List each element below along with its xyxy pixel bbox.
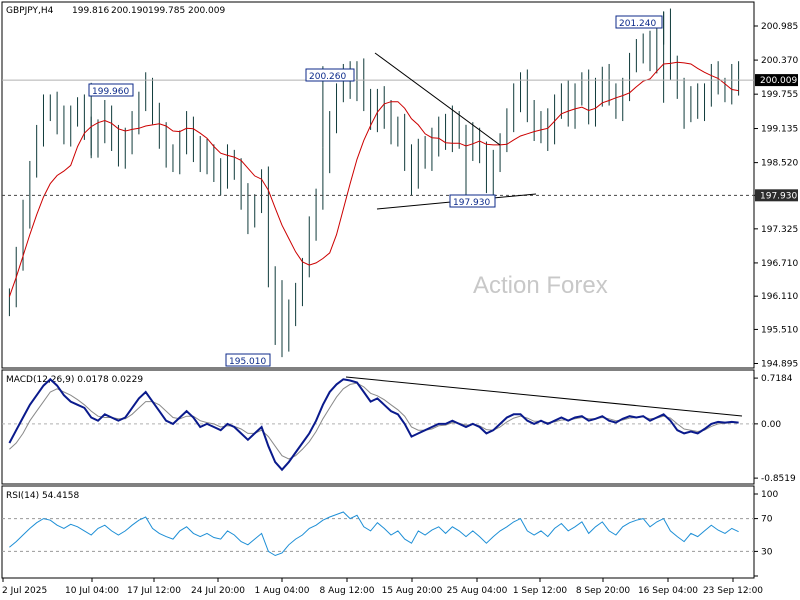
key-level-label: 197.930 xyxy=(449,194,496,208)
x-tick: 8 Aug 12:00 xyxy=(320,586,375,596)
x-axis: 2 Jul 2025 10 Jul 04:00 17 Jul 12:00 24 Jul… xyxy=(2,578,763,596)
svg-text:199.960: 199.960 xyxy=(92,87,129,97)
descending-trendline xyxy=(374,52,501,146)
price-y-tick: 199.755 xyxy=(761,90,798,100)
svg-text:200.009: 200.009 xyxy=(760,76,797,86)
x-tick: 17 Jul 12:00 xyxy=(127,586,181,596)
moving-average-line xyxy=(8,61,739,297)
ohlc-high: 200.190 xyxy=(111,6,148,16)
macd-panel: MACD(12,26,9) 0.0178 0.0229 0.7184 0.00 -0… xyxy=(1,369,796,485)
svg-text:195.010: 195.010 xyxy=(229,357,266,367)
key-level-label: 200.260 xyxy=(305,68,355,82)
x-tick: 1 Sep 12:00 xyxy=(513,586,568,596)
price-y-tick: 199.135 xyxy=(761,125,798,135)
key-level-label: 201.240 xyxy=(615,15,663,29)
rsi-y-tick: 30 xyxy=(761,547,773,557)
macd-y-tick: 0.00 xyxy=(761,420,781,430)
key-level-label: 195.010 xyxy=(225,353,271,367)
rsi-y-tick: 100 xyxy=(761,490,778,500)
watermark: Action Forex xyxy=(473,272,608,299)
macd-panel-frame xyxy=(1,369,755,485)
x-tick: 1 Aug 04:00 xyxy=(255,586,310,596)
macd-y-axis: 0.7184 0.00 -0.8519 xyxy=(754,374,796,484)
svg-text:197.930: 197.930 xyxy=(760,191,797,201)
x-tick: 10 Jul 04:00 xyxy=(65,586,119,596)
x-tick: 25 Aug 04:00 xyxy=(447,586,508,596)
price-y-tick: 197.325 xyxy=(761,225,798,235)
rsi-y-tick: 70 xyxy=(761,515,773,525)
price-y-tick: 200.370 xyxy=(761,56,798,66)
x-tick: 24 Jul 20:00 xyxy=(191,586,245,596)
price-y-tick: 194.895 xyxy=(761,360,798,370)
key-level-label: 199.960 xyxy=(88,83,134,97)
x-tick: 15 Aug 20:00 xyxy=(382,586,443,596)
macd-title: MACD(12,26,9) 0.0178 0.0229 xyxy=(6,375,143,385)
symbol-title: GBPJPY,H4 xyxy=(6,6,54,16)
macd-y-tick: -0.8519 xyxy=(761,474,796,484)
rsi-panel-frame xyxy=(1,485,755,579)
price-y-tick: 198.520 xyxy=(761,159,798,169)
rsi-title: RSI(14) 54.4158 xyxy=(6,491,79,501)
svg-text:200.260: 200.260 xyxy=(309,72,346,82)
x-tick: 8 Sep 20:00 xyxy=(576,586,631,596)
x-tick: 2 Jul 2025 xyxy=(2,586,47,596)
price-y-tick: 200.985 xyxy=(761,22,798,32)
ohlc-low: 199.785 xyxy=(148,6,185,16)
x-tick: 16 Sep 04:00 xyxy=(638,586,698,596)
support-price-label: 197.930 xyxy=(755,189,798,202)
macd-signal-line xyxy=(9,382,739,460)
price-panel-frame xyxy=(1,1,755,369)
svg-text:201.240: 201.240 xyxy=(619,19,656,29)
price-y-axis: 200.985 200.370 199.755 199.135 198.520 197.9… xyxy=(754,22,798,370)
candles xyxy=(8,8,740,358)
macd-line xyxy=(8,377,739,472)
macd-y-tick: 0.7184 xyxy=(761,374,793,384)
ohlc-close: 200.009 xyxy=(188,6,225,16)
current-price-label: 200.009 xyxy=(755,74,798,87)
price-y-tick: 196.710 xyxy=(761,259,798,269)
rsi-line xyxy=(9,511,739,557)
x-tick: 23 Sep 12:00 xyxy=(703,586,763,596)
price-y-tick: 195.510 xyxy=(761,325,798,335)
rsi-y-axis: 100 70 30 xyxy=(754,490,778,577)
price-panel: GBPJPY,H4 199.816 200.190 199.785 200.00… xyxy=(1,1,798,370)
macd-trendline xyxy=(345,376,743,417)
ohlc-open: 199.816 xyxy=(72,6,109,16)
rsi-panel: RSI(14) 54.4158 100 70 30 xyxy=(1,485,778,579)
price-y-tick: 196.110 xyxy=(761,292,798,302)
svg-text:197.930: 197.930 xyxy=(453,198,490,208)
